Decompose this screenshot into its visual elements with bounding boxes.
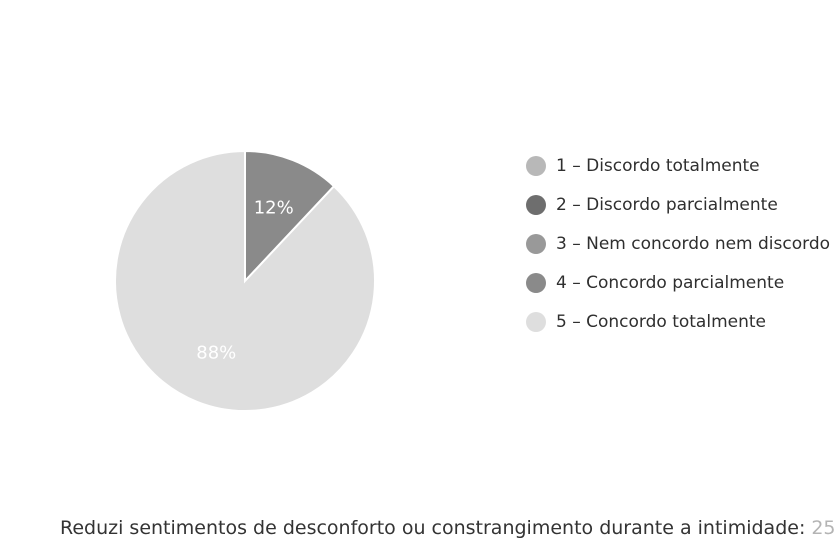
pie-slice-label-4: 12%	[254, 197, 294, 218]
chart-caption: Reduzi sentimentos de desconforto ou con…	[60, 517, 836, 539]
legend-label-4: 4 – Concordo parcialmente	[556, 273, 785, 293]
legend-item-4: 4 – Concordo parcialmente	[526, 270, 830, 296]
legend-item-2: 2 – Discordo parcialmente	[526, 192, 830, 218]
legend-label-3: 3 – Nem concordo nem discordo	[556, 234, 831, 254]
pie-slice-label-5: 88%	[196, 343, 236, 364]
legend-swatch-4	[526, 273, 546, 293]
legend-label-2: 2 – Discordo parcialmente	[556, 195, 778, 215]
legend-label-5: 5 – Concordo totalmente	[556, 312, 766, 332]
legend-item-5: 5 – Concordo totalmente	[526, 309, 830, 335]
pie-slice-labels: 12% 88%	[196, 197, 293, 363]
legend-item-3: 3 – Nem concordo nem discordo	[526, 231, 830, 257]
caption-text: Reduzi sentimentos de desconforto ou con…	[60, 517, 806, 539]
legend-swatch-1	[526, 156, 546, 176]
legend: 1 – Discordo totalmente 2 – Discordo par…	[526, 153, 830, 348]
pie-slice-5	[114, 149, 376, 412]
pie-slices	[114, 149, 376, 412]
legend-swatch-2	[526, 195, 546, 215]
legend-swatch-5	[526, 312, 546, 332]
legend-swatch-3	[526, 234, 546, 254]
page-number: 25	[811, 517, 836, 539]
legend-label-1: 1 – Discordo totalmente	[556, 156, 760, 176]
pie-slice-4	[244, 149, 336, 284]
legend-item-1: 1 – Discordo totalmente	[526, 153, 830, 179]
